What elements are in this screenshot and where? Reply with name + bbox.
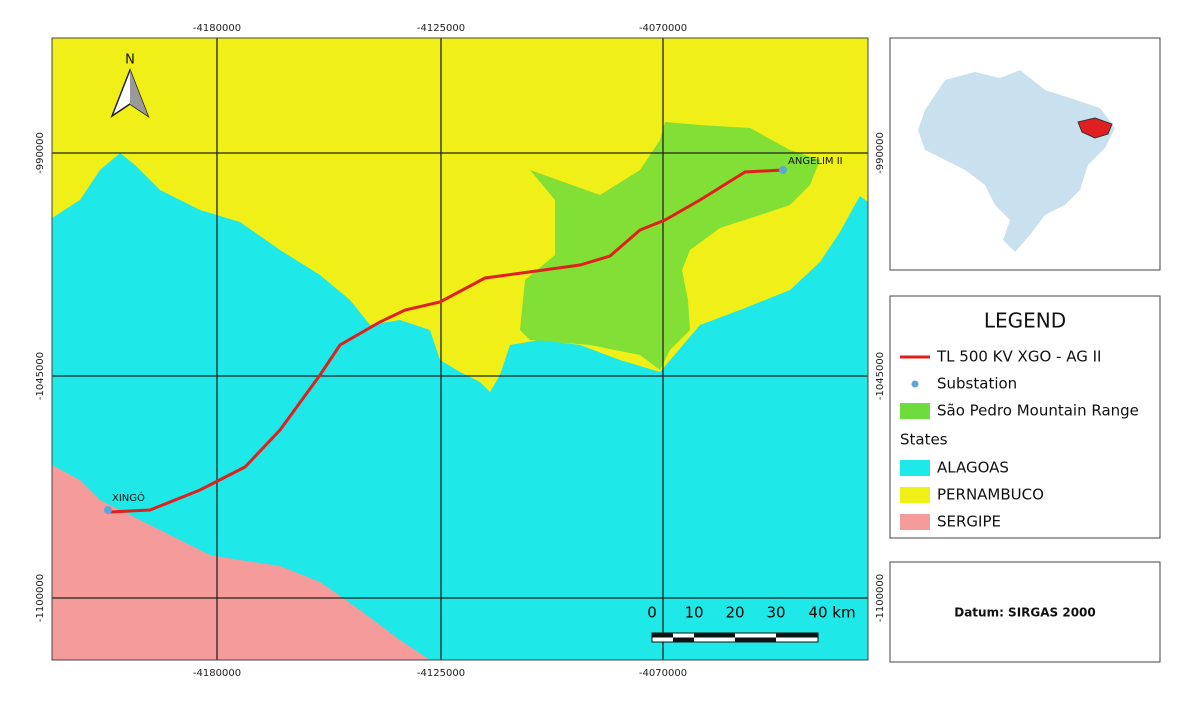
coordinates: -4180000 -4125000 -4070000 -4180000 -412… (35, 23, 886, 679)
substation (779, 166, 787, 174)
scale-bar: 0 10 20 30 40 km (647, 604, 856, 643)
inset-map (889, 37, 1161, 271)
north-label: N (125, 53, 135, 68)
legend-swatch (900, 514, 930, 530)
substation (104, 506, 112, 514)
coord-label: -1100000 (875, 574, 886, 622)
coord-label: -4125000 (417, 23, 465, 34)
scale-label: 0 (647, 604, 657, 622)
scale-segment (735, 637, 776, 642)
legend-item: ALAGOAS (937, 459, 1009, 477)
legend-title: LEGEND (984, 309, 1066, 333)
grid (52, 38, 868, 660)
legend-frame (889, 295, 1161, 539)
legend: LEGEND TL 500 KV XGO - AG II Substation … (889, 295, 1161, 539)
legend-swatch (900, 403, 930, 419)
datum-box: Datum: SIRGAS 2000 (889, 561, 1161, 663)
datum-text: Datum: SIRGAS 2000 (954, 606, 1096, 620)
scale-segment (652, 633, 673, 638)
study-area (1077, 117, 1113, 139)
legend-point-symbol (911, 380, 919, 388)
brazil-shape (918, 70, 1115, 252)
place-label: ANGELIM II (788, 156, 843, 167)
coord-label: -1045000 (875, 352, 886, 400)
scale-segment (776, 633, 818, 638)
scale-segment (694, 633, 735, 638)
coord-label: -4070000 (639, 668, 687, 679)
coord-label: -4070000 (639, 23, 687, 34)
legend-item: Substation (937, 375, 1017, 393)
transmission-line (109, 168, 784, 514)
legend-item: PERNAMBUCO (937, 486, 1044, 504)
legend-item: São Pedro Mountain Range (937, 402, 1139, 420)
coord-label: -1100000 (35, 574, 46, 622)
place-label: XINGÓ (112, 491, 145, 504)
sergipe-area (52, 465, 430, 660)
main-map: ANGELIM II XINGÓ N 0 10 20 30 40 km (51, 37, 869, 661)
coord-label: -4125000 (417, 668, 465, 679)
coord-label: -1045000 (35, 352, 46, 400)
legend-item: SERGIPE (937, 513, 1001, 531)
map-frame (51, 37, 869, 661)
legend-item: TL 500 KV XGO - AG II (936, 348, 1101, 366)
coord-label: -990000 (875, 132, 886, 174)
scale-label: 30 (766, 604, 785, 622)
coord-label: -990000 (35, 132, 46, 174)
datum-frame (889, 561, 1161, 663)
scale-label: 10 (684, 604, 703, 622)
scale-label: 40 km (808, 604, 855, 622)
north-arrow: N (110, 53, 150, 118)
north-arrow-shade (130, 70, 148, 116)
legend-group-title: States (900, 431, 948, 449)
coord-label: -4180000 (193, 23, 241, 34)
scale-segment (673, 637, 694, 642)
scale-label: 20 (725, 604, 744, 622)
mountain-range-area (520, 122, 820, 370)
alagoas-area (52, 153, 868, 660)
legend-swatch (900, 460, 930, 476)
coord-label: -4180000 (193, 668, 241, 679)
legend-swatch (900, 487, 930, 503)
